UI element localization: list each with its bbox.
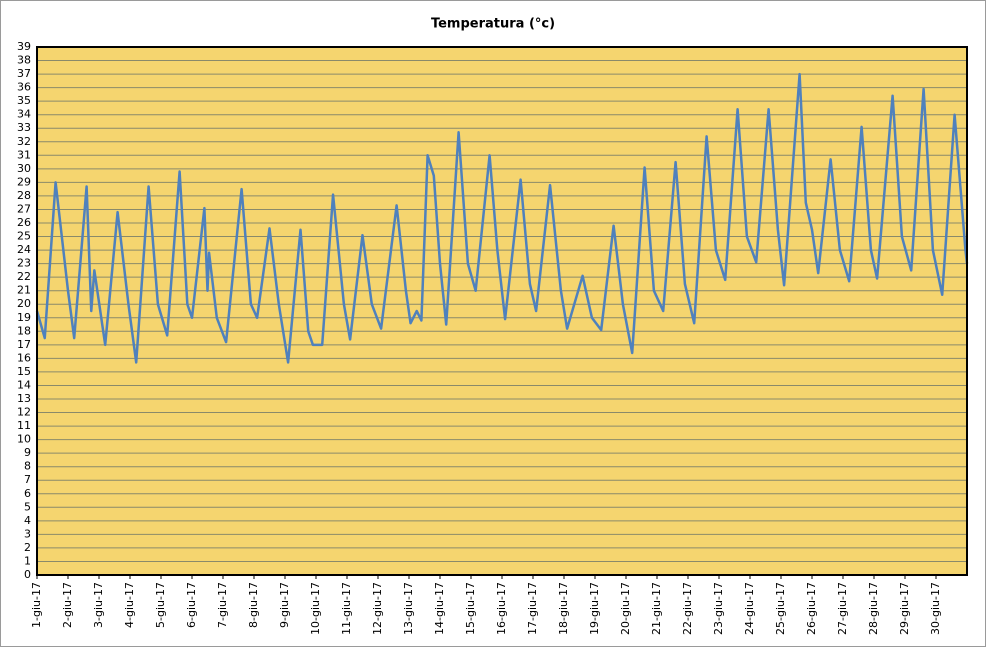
y-tick-label: 4 [24, 514, 31, 527]
x-tick-label: 18-giu-17 [557, 582, 570, 635]
x-tick-label: 22-giu-17 [681, 582, 694, 635]
y-tick-label: 0 [24, 568, 31, 581]
y-tick-label: 11 [17, 419, 31, 432]
x-tick-label: 7-giu-17 [216, 582, 229, 628]
x-tick-label: 19-giu-17 [588, 582, 601, 635]
y-tick-label: 24 [17, 243, 31, 256]
y-tick-label: 36 [17, 81, 31, 94]
x-tick-label: 28-giu-17 [867, 582, 880, 635]
x-tick-label: 5-giu-17 [154, 582, 167, 628]
plot-border [36, 46, 968, 576]
y-tick-label: 5 [24, 500, 31, 513]
y-tick-label: 2 [24, 541, 31, 554]
y-tick-label: 1 [24, 554, 31, 567]
y-tick-label: 9 [24, 446, 31, 459]
x-tick-label: 21-giu-17 [650, 582, 663, 635]
x-tick-label: 20-giu-17 [619, 582, 632, 635]
y-tick-label: 14 [17, 378, 31, 391]
x-tick-label: 6-giu-17 [185, 582, 198, 628]
x-tick-label: 10-giu-17 [309, 582, 322, 635]
y-tick-label: 6 [24, 487, 31, 500]
x-tick-label: 27-giu-17 [836, 582, 849, 635]
y-tick-label: 27 [17, 202, 31, 215]
y-tick-label: 30 [17, 162, 31, 175]
y-tick-label: 25 [17, 230, 31, 243]
y-tick-label: 12 [17, 406, 31, 419]
x-tick-label: 26-giu-17 [805, 582, 818, 635]
y-tick-label: 8 [24, 460, 31, 473]
y-tick-label: 35 [17, 94, 31, 107]
y-tick-label: 15 [17, 365, 31, 378]
y-tick-label: 18 [17, 324, 31, 337]
x-tick-label: 4-giu-17 [123, 582, 136, 628]
y-tick-label: 17 [17, 338, 31, 351]
x-tick-label: 8-giu-17 [247, 582, 260, 628]
y-tick-label: 13 [17, 392, 31, 405]
y-tick-label: 39 [17, 40, 31, 53]
x-tick-label: 30-giu-17 [929, 582, 942, 635]
y-tick-label: 3 [24, 527, 31, 540]
x-tick-label: 29-giu-17 [898, 582, 911, 635]
x-tick-label: 3-giu-17 [92, 582, 105, 628]
x-tick-label: 24-giu-17 [743, 582, 756, 635]
y-tick-label: 7 [24, 473, 31, 486]
x-tick-label: 23-giu-17 [712, 582, 725, 635]
x-tick-label: 1-giu-17 [30, 582, 43, 628]
y-tick-label: 19 [17, 311, 31, 324]
x-tick-label: 2-giu-17 [61, 582, 74, 628]
y-tick-label: 10 [17, 433, 31, 446]
y-tick-label: 33 [17, 121, 31, 134]
y-tick-label: 32 [17, 135, 31, 148]
x-tick-label: 16-giu-17 [495, 582, 508, 635]
y-tick-label: 16 [17, 351, 31, 364]
y-tick-label: 20 [17, 297, 31, 310]
plot-area [37, 47, 967, 575]
x-tick-label: 12-giu-17 [371, 582, 384, 635]
y-tick-label: 31 [17, 148, 31, 161]
y-tick-label: 23 [17, 257, 31, 270]
y-tick-label: 34 [17, 108, 31, 121]
x-tick-label: 14-giu-17 [433, 582, 446, 635]
x-tick-label: 13-giu-17 [402, 582, 415, 635]
y-tick-label: 26 [17, 216, 31, 229]
chart-title: Temperatura (°c) [431, 17, 555, 32]
temperature-line [35, 72, 969, 364]
y-tick-label: 28 [17, 189, 31, 202]
x-tick-label: 11-giu-17 [340, 582, 353, 635]
y-tick-label: 38 [17, 54, 31, 67]
x-tick-label: 17-giu-17 [526, 582, 539, 635]
y-tick-label: 29 [17, 175, 31, 188]
y-tick-label: 22 [17, 270, 31, 283]
x-tick-label: 9-giu-17 [278, 582, 291, 628]
y-tick-label: 21 [17, 284, 31, 297]
y-tick-label: 37 [17, 67, 31, 80]
x-tick-label: 15-giu-17 [464, 582, 477, 635]
x-tick-label: 25-giu-17 [774, 582, 787, 635]
